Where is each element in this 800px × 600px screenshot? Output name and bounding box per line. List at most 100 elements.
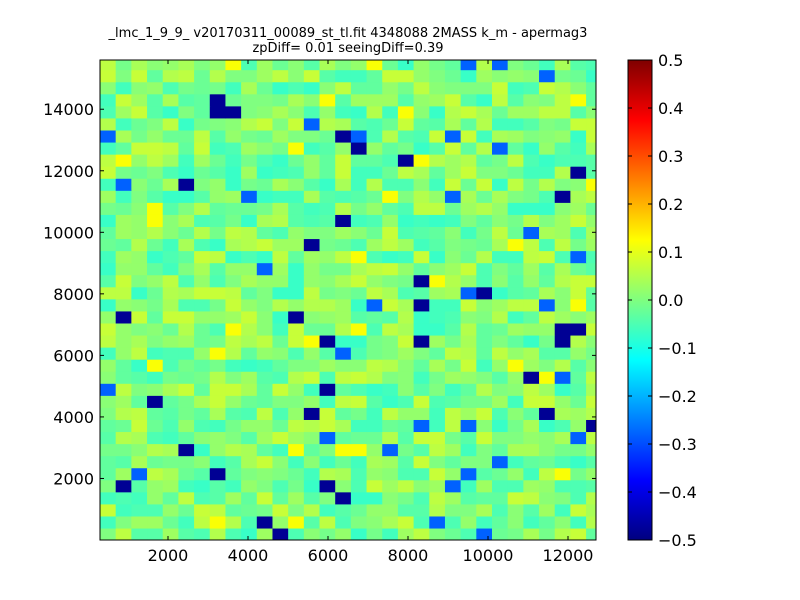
- heatmap-cell: [115, 202, 132, 215]
- y-tick-label: 4000: [53, 408, 94, 427]
- heatmap-cell: [241, 515, 258, 529]
- heatmap-cell: [460, 443, 477, 457]
- heatmap-cell: [429, 383, 446, 396]
- heatmap-cell: [272, 419, 289, 433]
- heatmap-cell: [413, 214, 430, 227]
- heatmap-cell: [288, 334, 305, 348]
- heatmap-cell: [288, 371, 305, 384]
- heatmap-cell: [554, 202, 571, 215]
- heatmap-cell: [147, 129, 164, 143]
- heatmap-cell: [225, 455, 242, 469]
- heatmap-cell: [209, 395, 227, 408]
- heatmap-cell: [586, 383, 596, 396]
- heatmap-cell: [241, 455, 258, 469]
- heatmap-cell: [303, 322, 321, 336]
- heatmap-cell: [554, 129, 571, 143]
- heatmap-cell: [256, 334, 274, 348]
- heatmap-cell: [539, 479, 556, 493]
- heatmap-cell: [100, 190, 117, 203]
- heatmap-cell: [397, 141, 415, 155]
- heatmap-cell: [178, 298, 195, 312]
- heatmap-cell: [162, 129, 179, 143]
- heatmap-cell: [319, 407, 336, 420]
- heatmap-cell: [225, 371, 242, 384]
- heatmap-cell: [507, 166, 524, 179]
- heatmap-cell: [303, 467, 321, 481]
- heatmap-cell: [178, 202, 195, 215]
- heatmap-cell: [444, 286, 462, 300]
- heatmap-cell: [288, 479, 305, 493]
- heatmap-cell: [131, 129, 148, 143]
- heatmap-cell: [476, 250, 493, 264]
- heatmap-cell: [115, 431, 132, 445]
- heatmap-cell: [225, 407, 242, 420]
- heatmap-cell: [335, 81, 352, 95]
- heatmap-cell: [209, 117, 227, 131]
- heatmap-cell: [429, 141, 446, 155]
- heatmap-cell: [100, 491, 117, 505]
- heatmap-cell: [225, 467, 242, 481]
- heatmap-cell: [476, 455, 493, 469]
- heatmap-cell: [131, 190, 148, 203]
- heatmap-cell: [303, 298, 321, 312]
- heatmap-cell: [507, 250, 524, 264]
- heatmap-cell: [554, 491, 571, 505]
- heatmap-cell: [288, 419, 305, 433]
- heatmap-cell: [554, 238, 571, 252]
- heatmap-cell: [366, 479, 383, 493]
- heatmap-cell: [303, 503, 321, 517]
- heatmap-cell: [350, 407, 368, 420]
- heatmap-cell: [507, 202, 524, 215]
- heatmap-cell: [586, 395, 596, 408]
- heatmap-cell: [507, 527, 524, 540]
- heatmap-cell: [460, 105, 477, 119]
- heatmap-cell: [460, 383, 477, 396]
- heatmap-cell: [429, 166, 446, 179]
- heatmap-cell: [460, 515, 477, 529]
- heatmap-cell: [256, 479, 274, 493]
- heatmap-cell: [444, 250, 462, 264]
- heatmap-cell: [147, 419, 164, 433]
- heatmap-cell: [272, 431, 289, 445]
- heatmap-cell: [413, 81, 430, 95]
- heatmap-cell: [397, 154, 415, 167]
- heatmap-cell: [194, 419, 211, 433]
- heatmap-cell: [492, 479, 509, 493]
- heatmap-cell: [100, 238, 117, 252]
- heatmap-cell: [100, 515, 117, 529]
- heatmap-cell: [539, 117, 556, 131]
- heatmap-cell: [115, 467, 132, 481]
- heatmap-cell: [492, 238, 509, 252]
- heatmap-cell: [178, 347, 195, 360]
- heatmap-cell: [209, 298, 227, 312]
- y-tick-label: 2000: [53, 469, 94, 488]
- heatmap-cell: [366, 60, 383, 71]
- heatmap-cell: [444, 419, 462, 433]
- heatmap-cell: [256, 359, 274, 372]
- heatmap-cell: [303, 310, 321, 324]
- heatmap-cell: [100, 310, 117, 324]
- heatmap-cell: [507, 407, 524, 420]
- heatmap-cell: [429, 298, 446, 312]
- heatmap-cell: [523, 286, 540, 300]
- heatmap-cell: [429, 178, 446, 191]
- heatmap-cell: [194, 202, 211, 215]
- heatmap-cell: [523, 479, 540, 493]
- heatmap-cell: [194, 503, 211, 517]
- heatmap-cell: [319, 431, 336, 445]
- heatmap-cell: [225, 443, 242, 457]
- heatmap-cell: [539, 443, 556, 457]
- heatmap-cell: [570, 383, 587, 396]
- heatmap-cell: [225, 154, 242, 167]
- heatmap-cell: [444, 117, 462, 131]
- heatmap-cell: [288, 214, 305, 227]
- heatmap-cell: [492, 334, 509, 348]
- heatmap-cell: [131, 515, 148, 529]
- heatmap-cell: [476, 105, 493, 119]
- heatmap-cell: [131, 419, 148, 433]
- heatmap-cell: [413, 503, 430, 517]
- heatmap-cell: [147, 515, 164, 529]
- heatmap-cell: [256, 455, 274, 469]
- heatmap-cell: [397, 455, 415, 469]
- heatmap-cell: [178, 359, 195, 372]
